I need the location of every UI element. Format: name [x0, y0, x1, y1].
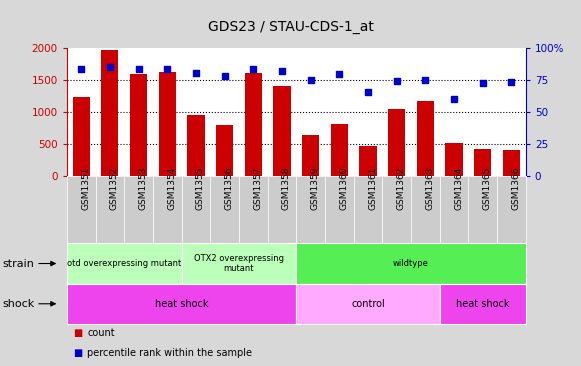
Bar	[73, 97, 90, 176]
Text: ■: ■	[73, 328, 82, 337]
Text: GSM1352: GSM1352	[110, 166, 119, 209]
Text: GSM1363: GSM1363	[425, 166, 435, 209]
Bar	[159, 72, 176, 176]
Text: shock: shock	[3, 299, 35, 309]
Text: GSM1354: GSM1354	[167, 166, 176, 209]
Text: otd overexpressing mutant: otd overexpressing mutant	[67, 259, 181, 268]
Text: count: count	[87, 328, 115, 337]
Point	[421, 76, 430, 82]
Bar	[331, 124, 348, 176]
Text: GDS23 / STAU-CDS-1_at: GDS23 / STAU-CDS-1_at	[207, 20, 374, 34]
Point	[450, 96, 459, 102]
Bar	[245, 72, 262, 176]
Point	[392, 78, 401, 84]
Text: GSM1355: GSM1355	[196, 166, 205, 209]
Point	[220, 73, 229, 79]
Point	[105, 64, 114, 70]
Text: GSM1360: GSM1360	[339, 166, 349, 209]
Point	[77, 66, 86, 72]
Bar	[216, 125, 233, 176]
Bar	[274, 86, 290, 176]
Text: GSM1356: GSM1356	[225, 166, 234, 209]
Text: GSM1361: GSM1361	[368, 166, 377, 209]
Text: ■: ■	[73, 348, 82, 358]
Text: heat shock: heat shock	[456, 299, 510, 309]
Point	[478, 81, 487, 86]
Bar	[187, 116, 205, 176]
Text: GSM1362: GSM1362	[397, 166, 406, 209]
Text: heat shock: heat shock	[155, 299, 209, 309]
Text: GSM1366: GSM1366	[511, 166, 521, 209]
Bar	[101, 50, 119, 176]
Bar	[360, 146, 376, 176]
Text: GSM1358: GSM1358	[282, 166, 291, 209]
Point	[507, 79, 516, 85]
Text: control: control	[351, 299, 385, 309]
Text: GSM1351: GSM1351	[81, 166, 90, 209]
Bar	[446, 143, 462, 176]
Text: GSM1364: GSM1364	[454, 166, 463, 209]
Text: GSM1365: GSM1365	[483, 166, 492, 209]
Text: GSM1353: GSM1353	[138, 166, 148, 209]
Point	[363, 89, 372, 95]
Bar	[302, 135, 320, 176]
Point	[306, 76, 315, 82]
Bar	[130, 75, 147, 176]
Point	[134, 66, 143, 72]
Point	[249, 66, 258, 72]
Point	[191, 70, 200, 76]
Bar	[503, 150, 520, 176]
Bar	[388, 109, 406, 176]
Text: OTX2 overexpressing
mutant: OTX2 overexpressing mutant	[194, 254, 284, 273]
Point	[335, 72, 344, 78]
Text: GSM1359: GSM1359	[311, 166, 320, 209]
Text: strain: strain	[3, 258, 35, 269]
Point	[277, 68, 286, 74]
Point	[163, 66, 172, 72]
Bar	[474, 149, 492, 176]
Bar	[417, 101, 434, 176]
Text: wildtype: wildtype	[393, 259, 429, 268]
Text: GSM1357: GSM1357	[253, 166, 262, 209]
Text: percentile rank within the sample: percentile rank within the sample	[87, 348, 252, 358]
